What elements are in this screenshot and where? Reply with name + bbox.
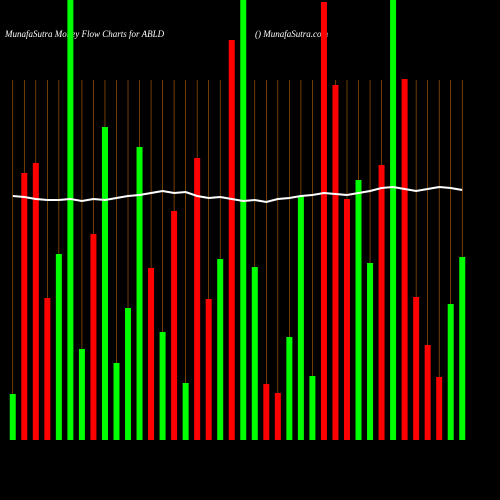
bar bbox=[44, 298, 51, 440]
bar bbox=[217, 259, 224, 440]
bar bbox=[413, 297, 420, 440]
bar bbox=[309, 376, 316, 440]
bar bbox=[9, 394, 16, 440]
bar bbox=[251, 267, 258, 440]
bar bbox=[390, 0, 397, 440]
bar bbox=[78, 349, 85, 440]
bar bbox=[332, 85, 339, 440]
chart-subtitle: () MunafaSutra.com bbox=[255, 29, 328, 39]
bar bbox=[32, 163, 39, 440]
bar bbox=[274, 393, 281, 440]
bar bbox=[205, 299, 212, 440]
bar bbox=[286, 337, 293, 440]
bar bbox=[436, 377, 443, 440]
bar bbox=[378, 165, 385, 440]
bar bbox=[136, 147, 143, 440]
bar bbox=[343, 199, 350, 440]
flow-line bbox=[12, 185, 463, 204]
bar bbox=[447, 304, 454, 440]
bar bbox=[320, 2, 327, 440]
bar bbox=[159, 332, 166, 440]
bar bbox=[125, 308, 132, 440]
bar bbox=[297, 196, 304, 440]
bar bbox=[55, 254, 62, 440]
bar bbox=[21, 173, 28, 440]
bar bbox=[240, 0, 247, 440]
bar bbox=[263, 384, 270, 440]
bar bbox=[401, 79, 408, 440]
bar bbox=[459, 257, 466, 440]
bar bbox=[171, 211, 178, 440]
bar bbox=[90, 234, 97, 440]
bar bbox=[194, 158, 201, 440]
bar bbox=[424, 345, 431, 440]
chart-title: MunafaSutra Money Flow Charts for ABLD bbox=[4, 29, 165, 39]
bar bbox=[113, 363, 120, 440]
bar bbox=[355, 180, 362, 440]
bar bbox=[101, 127, 108, 440]
bar bbox=[367, 263, 374, 440]
bar bbox=[67, 0, 74, 440]
bar bbox=[182, 383, 189, 440]
bar bbox=[228, 40, 235, 440]
bar bbox=[148, 268, 155, 440]
